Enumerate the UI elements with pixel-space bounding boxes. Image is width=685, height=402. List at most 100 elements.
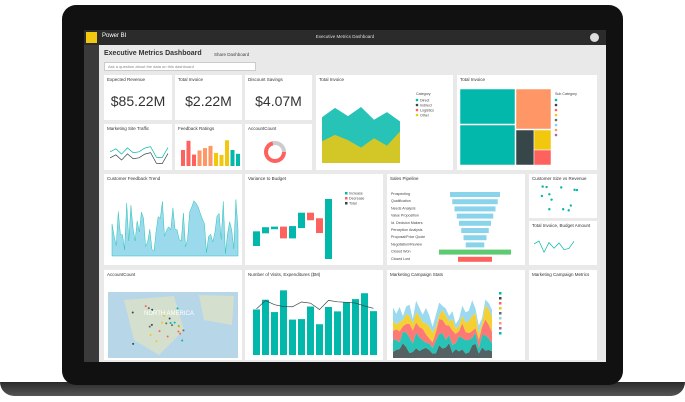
bar <box>307 306 314 355</box>
line <box>109 146 169 159</box>
tile[interactable]: Marketing Site Traffic <box>104 124 172 170</box>
legend-dot <box>554 108 558 112</box>
bar <box>370 311 377 355</box>
treemap-cell <box>515 88 552 130</box>
treemap-cell <box>533 129 552 151</box>
tile[interactable]: Discount Savings $4.07M <box>245 75 312 120</box>
funnel-bar <box>452 199 498 205</box>
tile[interactable]: Number of Visits, Expenditures ($M) <box>245 270 383 360</box>
line <box>109 152 169 165</box>
tile[interactable]: Total Invoice $2.22M <box>175 75 242 120</box>
tile-title: Total Invoice <box>460 77 486 82</box>
tile-title: Sales Pipeline <box>390 176 419 181</box>
bar <box>181 150 185 166</box>
app-icon[interactable] <box>86 32 97 43</box>
map-dot <box>166 335 169 338</box>
dot <box>541 185 544 188</box>
bar <box>225 140 229 166</box>
tile-title: Marketing Site Traffic <box>107 126 150 131</box>
kpi-value: $2.22M <box>185 93 232 109</box>
tile[interactable]: AccountCount NORTH AMERICA <box>104 270 242 360</box>
legend-dot <box>554 98 558 102</box>
tile[interactable]: Marketing Campaign Metrics <box>529 270 597 360</box>
tile-visual: NORTH AMERICA <box>108 292 238 358</box>
map-dot <box>151 308 154 311</box>
tile[interactable]: Total Invoice, Budget Amount <box>529 221 597 265</box>
tile[interactable]: AccountCount <box>245 124 312 170</box>
dot <box>561 208 565 211</box>
bar <box>316 324 323 355</box>
funnel-bar <box>439 249 511 255</box>
tile[interactable]: Sales Pipeline Prospecting Qualification Ne… <box>387 174 525 265</box>
legend-swatch <box>499 297 502 300</box>
tile-visual: Sub Category <box>459 88 577 166</box>
kpi-value: $4.07M <box>255 93 302 109</box>
map-dot <box>177 330 180 333</box>
tile-visual <box>533 240 575 254</box>
bar <box>352 299 359 355</box>
tile[interactable]: Marketing Campaign Stats <box>387 270 525 360</box>
legend-dot <box>554 128 558 132</box>
funnel-bar <box>459 220 491 226</box>
area <box>111 199 239 257</box>
legend-swatch <box>499 292 502 295</box>
stage-label: Value Proposition <box>391 214 419 218</box>
tile-title: Marketing Campaign Stats <box>390 272 444 277</box>
stage-label: Closed Lost <box>391 257 410 261</box>
tile[interactable]: Total Invoice Category Direct Indirect Logis… <box>316 75 453 170</box>
tile-title: Number of Visits, Expenditures ($M) <box>248 272 321 277</box>
legend-swatch <box>345 197 348 200</box>
map-dot <box>148 325 151 328</box>
treemap-cell <box>533 149 552 166</box>
area <box>393 331 492 354</box>
tile[interactable]: Customer Feedback Trend <box>104 174 242 265</box>
tile-title: Customer Size vs Revenue <box>532 176 587 181</box>
tile-visual <box>181 140 240 166</box>
map-dot <box>181 339 184 342</box>
map-dot <box>150 323 153 326</box>
treemap-cell <box>459 124 516 166</box>
dot <box>569 204 573 207</box>
legend-swatch <box>345 202 348 205</box>
bar <box>262 227 269 234</box>
map-label: NORTH AMERICA <box>144 311 194 317</box>
tile[interactable]: Total Invoice Sub Category <box>457 75 597 170</box>
tile-visual <box>264 141 286 163</box>
map-dot <box>182 329 185 332</box>
qa-box[interactable]: Ask a question about the data on this da… <box>104 62 256 71</box>
legend-swatch <box>499 307 502 310</box>
tile[interactable]: Expected Revenue $85.22M <box>104 75 172 120</box>
share-button[interactable]: Share Dashboard <box>214 52 250 57</box>
tile[interactable]: Customer Size vs Revenue <box>529 174 597 218</box>
bar <box>262 299 269 355</box>
bar <box>361 293 368 355</box>
tile-title: Customer Feedback Trend <box>107 176 161 181</box>
app-name: Power BI <box>102 33 127 39</box>
map-dot <box>131 311 134 314</box>
tile[interactable]: Feedback Ratings <box>175 124 242 170</box>
tile[interactable]: Variance to Budget Increase Decrease Total <box>245 174 383 265</box>
bar <box>298 212 305 229</box>
map-dot <box>171 324 174 327</box>
bar <box>219 154 224 166</box>
bar <box>197 150 202 166</box>
top-bar: Power BI Executive Metrics Dashboard <box>84 30 606 45</box>
tile-visual <box>540 185 579 212</box>
map-dot <box>149 334 152 337</box>
funnel-bar <box>456 213 494 219</box>
legend-swatch <box>499 322 502 325</box>
user-avatar[interactable] <box>590 33 599 42</box>
legend-dot <box>415 98 419 102</box>
bar <box>289 226 296 239</box>
bar <box>236 153 240 166</box>
legend-dot <box>554 118 558 122</box>
treemap-cell <box>515 129 535 166</box>
tile-title: Total Invoice <box>319 77 345 82</box>
map-dot <box>144 305 147 308</box>
dot <box>548 208 551 211</box>
map-dot <box>147 307 150 310</box>
map-dot <box>179 332 182 335</box>
tile-visual <box>175 75 242 120</box>
legend-label: Direct <box>420 98 429 102</box>
